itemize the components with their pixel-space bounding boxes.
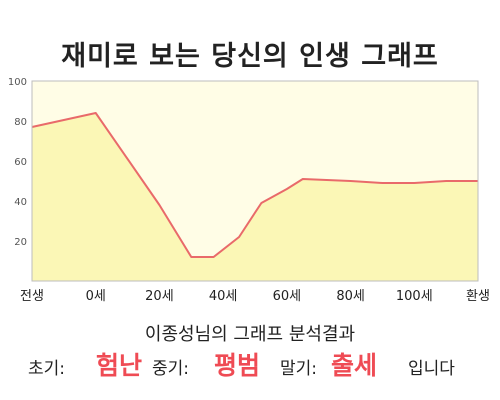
series-area xyxy=(32,113,478,281)
analysis-result: 초기: 험난 중기: 평범 말기: 출세 입니다 xyxy=(0,346,500,382)
x-tick-label: 60세 xyxy=(273,289,302,304)
late-value: 출세 xyxy=(331,351,378,380)
x-tick-label: 40세 xyxy=(209,289,238,304)
x-tick-label: 100세 xyxy=(396,289,433,304)
analysis-subtitle: 이종성님의 그래프 분석결과 xyxy=(144,324,356,345)
early-label: 초기: xyxy=(28,359,66,379)
series-line xyxy=(31,112,478,258)
x-tick-label: 환생 xyxy=(466,289,490,304)
early-value: 험난 xyxy=(96,351,143,380)
x-tick-label: 0세 xyxy=(86,289,106,304)
y-tick-label: 60 xyxy=(14,157,27,168)
y-tick-label: 100 xyxy=(8,77,27,88)
ending-text: 입니다 xyxy=(408,359,455,379)
y-tick-label: 80 xyxy=(14,117,27,128)
x-tick-label: 80세 xyxy=(336,289,365,304)
x-tick-label: 전생 xyxy=(20,289,44,304)
late-label: 말기: xyxy=(280,359,318,379)
chart-title: 재미로 보는 당신의 인생 그래프 xyxy=(61,41,439,72)
mid-value: 평범 xyxy=(214,351,261,380)
y-tick-label: 20 xyxy=(14,237,27,248)
plot-frame xyxy=(31,80,479,282)
x-tick-label: 20세 xyxy=(145,289,174,304)
mid-label: 중기: xyxy=(152,359,190,379)
y-tick-label: 40 xyxy=(14,197,27,208)
